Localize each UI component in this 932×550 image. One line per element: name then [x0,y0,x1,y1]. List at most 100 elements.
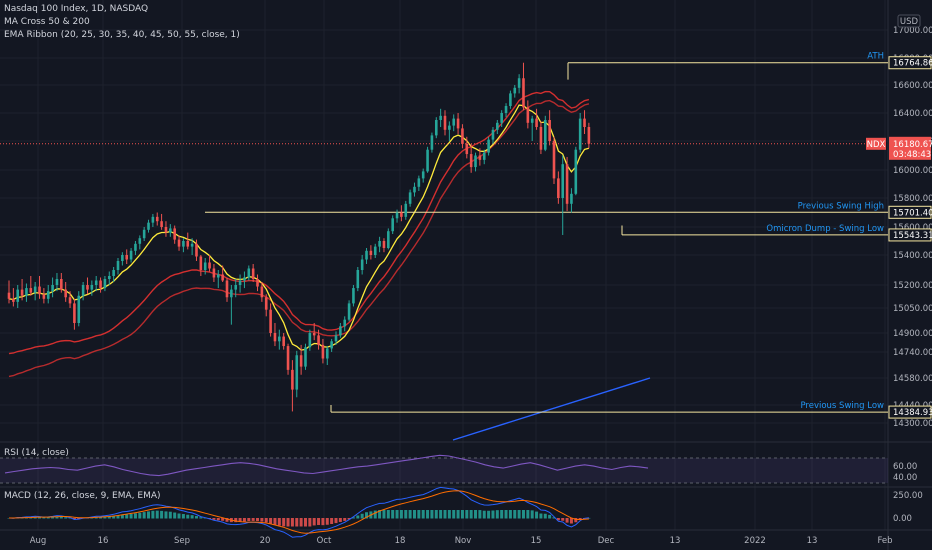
candle[interactable] [347,300,351,322]
candle[interactable] [373,243,377,258]
candle[interactable] [94,276,98,292]
candle-body[interactable] [356,270,360,289]
candle[interactable] [42,288,46,304]
candle-body[interactable] [395,212,399,219]
candle-body[interactable] [203,262,207,271]
candle[interactable] [321,338,325,364]
macd-pane[interactable]: 250.00 0.00 [7,486,923,538]
candle-body[interactable] [212,268,216,278]
candle[interactable] [55,273,59,292]
candle[interactable] [408,189,412,207]
candle[interactable] [360,255,364,275]
candle[interactable] [247,265,251,281]
candle[interactable] [299,344,303,375]
candle-body[interactable] [334,335,338,342]
legend-ema-ribbon[interactable]: EMA Ribbon (20, 25, 30, 35, 40, 45, 50, … [4,30,240,40]
candle-body[interactable] [55,279,59,285]
candle[interactable] [16,285,20,308]
candle-body[interactable] [99,280,102,289]
candle[interactable] [317,329,320,350]
candle-body[interactable] [487,139,490,153]
candle-body[interactable] [360,259,364,271]
candle[interactable] [86,277,89,295]
candle[interactable] [583,110,586,134]
candle-body[interactable] [86,285,89,290]
candle-body[interactable] [134,243,137,251]
candle[interactable] [456,113,460,134]
candle[interactable] [64,282,67,302]
candle[interactable] [60,273,63,293]
candle-body[interactable] [216,274,220,278]
candle-body[interactable] [408,192,412,204]
candle[interactable] [443,110,447,136]
candle[interactable] [155,212,159,226]
candle-body[interactable] [129,250,133,260]
candle-body[interactable] [33,286,37,293]
candle[interactable] [352,285,355,307]
candle-body[interactable] [7,292,11,299]
candle-body[interactable] [264,297,268,310]
candle[interactable] [238,274,242,293]
candle[interactable] [190,238,194,255]
candle-body[interactable] [404,203,408,217]
candle[interactable] [177,235,181,251]
currency-badge[interactable] [897,14,921,28]
candle-body[interactable] [378,241,381,247]
candle-body[interactable] [260,286,264,298]
legend-rsi[interactable]: RSI (14, close) [4,448,69,458]
candle[interactable] [312,323,316,341]
candle[interactable] [142,227,146,241]
candle-body[interactable] [173,228,176,240]
candle-body[interactable] [299,355,303,367]
candle-body[interactable] [456,118,460,129]
candle-body[interactable] [478,155,482,160]
candle[interactable] [400,205,403,222]
candle-body[interactable] [68,297,72,304]
candle-body[interactable] [160,221,163,227]
candle[interactable] [295,350,299,398]
candle-body[interactable] [530,118,534,123]
candle[interactable] [382,238,386,253]
candle-body[interactable] [169,228,172,233]
candle-body[interactable] [382,241,386,248]
candle[interactable] [369,245,373,260]
candle[interactable] [404,200,408,220]
candle[interactable] [269,303,272,337]
candle[interactable] [308,329,312,351]
candle-body[interactable] [574,149,578,194]
candle-body[interactable] [90,285,94,290]
candle-body[interactable] [138,238,142,244]
candle[interactable] [125,249,129,264]
candle[interactable] [260,282,264,302]
candle[interactable] [504,103,508,118]
candle-body[interactable] [125,255,129,260]
candle[interactable] [73,298,76,330]
candle-body[interactable] [578,118,582,150]
candle-body[interactable] [190,243,194,247]
candle[interactable] [526,100,530,129]
candle[interactable] [195,239,198,261]
candle-body[interactable] [421,171,425,179]
candle-body[interactable] [517,78,521,88]
candle-body[interactable] [29,288,33,293]
legend-macd[interactable]: MACD (12, 26, close, 9, EMA, EMA) [4,491,161,501]
candle-body[interactable] [230,289,233,298]
candle[interactable] [264,294,268,317]
candle[interactable] [147,219,150,233]
candle[interactable] [561,155,565,235]
candle-body[interactable] [81,285,85,296]
candle-body[interactable] [42,294,46,299]
candle-body[interactable] [430,135,434,150]
candle[interactable] [103,276,107,292]
candle-body[interactable] [243,277,246,281]
candle-body[interactable] [347,303,351,320]
candle-body[interactable] [373,246,377,255]
candle[interactable] [469,143,473,173]
candle-body[interactable] [94,280,98,286]
candle[interactable] [251,264,255,282]
candle-body[interactable] [60,279,63,290]
candle-body[interactable] [155,216,159,222]
candle[interactable] [434,117,438,139]
candle-body[interactable] [182,241,185,247]
candle-body[interactable] [413,186,416,193]
